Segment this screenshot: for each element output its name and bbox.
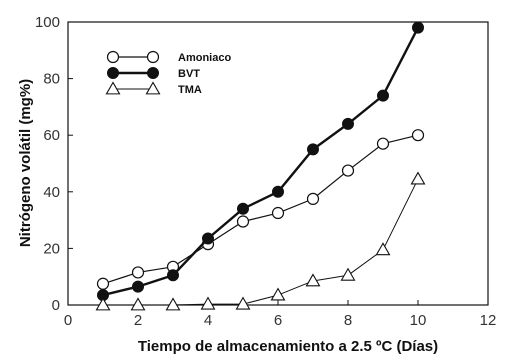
series-line-bvt [102,27,420,297]
x-tick-label: 12 [480,312,497,329]
legend-label: BVT [178,68,200,80]
data-point-tma [305,273,321,287]
y-tick-label: 80 [43,71,60,88]
data-point-amoniaco [96,277,110,290]
legend-item-tma: TMA [105,81,202,96]
x-tick-label: 10 [410,312,427,329]
legend-marker [106,50,120,64]
legend-item-amoniaco: Amoniaco [106,50,231,64]
y-tick-label: 0 [52,297,60,314]
data-point-bvt [377,89,389,102]
series-layer [95,21,426,311]
legend-label: TMA [178,84,202,96]
data-point-amoniaco [306,192,320,205]
data-point-bvt [132,280,144,293]
x-tick-label: 8 [344,312,352,329]
data-point-bvt [272,185,284,198]
series-line-tma [103,178,419,306]
legend-marker [107,67,119,79]
legend-marker [147,67,159,79]
data-point-bvt [412,21,424,34]
x-tick-label: 0 [64,312,72,329]
series-amoniaco [96,129,425,290]
x-tick-label: 4 [204,312,212,329]
data-point-amoniaco [131,266,145,279]
data-point-amoniaco [411,129,425,142]
data-point-amoniaco [271,206,285,220]
series-line-amoniaco [102,134,419,285]
data-point-bvt [237,202,249,215]
x-axis-title: Tiempo de almacenamiento a 2.5 ºC (Días) [138,338,438,355]
y-tick-label: 40 [43,184,60,201]
data-point-tma [235,296,251,310]
data-point-bvt [167,269,179,282]
legend-marker [146,50,160,64]
data-point-tma [95,297,111,311]
series-bvt [97,21,424,302]
data-point-bvt [202,232,214,245]
legend-marker [105,81,121,95]
data-point-tma [340,267,356,281]
series-tma [95,171,426,311]
y-tick-label: 100 [35,14,60,31]
data-point-tma [200,296,216,310]
data-point-amoniaco [341,164,355,177]
legend-label: Amoniaco [178,52,231,64]
data-point-tma [130,297,146,311]
data-point-tma [375,242,391,256]
axes: 0 2 4 6 8 10 12 0 20 40 60 80 100 [35,14,496,329]
legend: Amoniaco BVT TMA [105,50,231,96]
data-point-bvt [342,117,354,130]
y-tick-label: 60 [43,127,60,144]
data-point-amoniaco [236,215,250,228]
x-tick-label: 6 [274,312,282,329]
legend-marker [145,81,161,95]
legend-item-bvt: BVT [107,67,200,80]
data-point-tma [165,297,181,311]
plot-frame [67,21,489,306]
data-point-tma [270,287,286,301]
data-point-amoniaco [376,137,390,150]
data-point-tma [410,171,426,185]
data-point-bvt [307,143,319,156]
y-tick-label: 20 [43,240,60,257]
x-tick-label: 2 [134,312,142,329]
y-axis-title: Nitrógeno volátil (mg%) [17,79,34,247]
